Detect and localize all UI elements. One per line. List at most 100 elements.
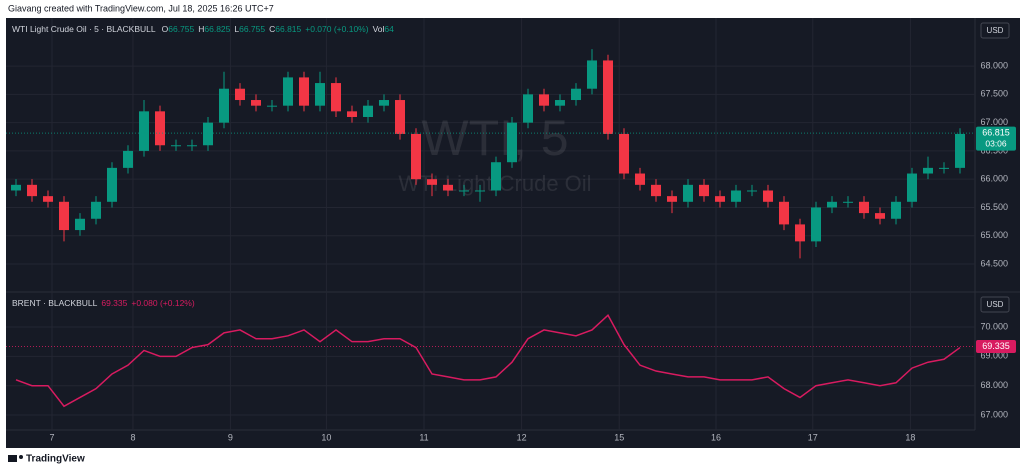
candle-body <box>731 190 741 202</box>
candle-body <box>411 133 421 180</box>
y-tick-label: 69.000 <box>980 351 1008 361</box>
candle-body <box>891 201 901 219</box>
candle-body <box>395 100 405 134</box>
candle-body <box>251 100 261 106</box>
candle-body <box>187 145 197 147</box>
legend: BRENT · BLACKBULL 69.335 +0.080 (+0.12%) <box>12 298 195 308</box>
price-line <box>15 314 961 408</box>
legend-ohlc-value: 66.815 <box>275 24 301 34</box>
candle-body <box>11 184 21 191</box>
currency: USD <box>987 26 1004 35</box>
candle-body <box>811 207 821 242</box>
candle-body <box>459 190 469 192</box>
chart-background <box>6 18 1020 448</box>
candle-body <box>587 60 597 89</box>
last-price-box <box>976 126 1016 151</box>
candle-body <box>955 133 965 168</box>
x-tick-label: 10 <box>321 432 331 442</box>
candle-body <box>75 218 85 231</box>
y-tick-label: 65.500 <box>980 202 1008 212</box>
legend-change: +0.070 (+0.10%) <box>305 24 368 34</box>
candle-body <box>299 77 309 106</box>
legend-volume-label: Vol <box>373 24 385 34</box>
y-tick-label: 67.000 <box>980 117 1008 127</box>
candle-body <box>619 133 629 174</box>
currency-box <box>980 22 1010 39</box>
x-tick-label: 7 <box>49 432 54 442</box>
y-tick-label: 66.000 <box>980 174 1008 184</box>
countdown: 03:06 <box>985 138 1007 148</box>
candle-body <box>123 150 133 168</box>
candle-body <box>443 184 453 191</box>
candle-body <box>91 201 101 219</box>
legend-ohlc-label: H <box>198 24 204 34</box>
x-tick-label: 17 <box>808 432 818 442</box>
legend: WTI Light Crude Oil · 5 · BLACKBULL O66.7… <box>12 24 394 34</box>
y-tick-label: 64.500 <box>980 258 1008 268</box>
watermark-symbol: WTI, 5 <box>421 110 568 166</box>
y-tick-label: 70.000 <box>980 321 1008 331</box>
legend-ohlc-label: C <box>269 24 275 34</box>
candle-body <box>763 190 773 202</box>
legend-ohlc-label: L <box>234 24 239 34</box>
legend-volume-value: 64 <box>384 24 394 34</box>
brand-logo: TradingView <box>8 454 85 465</box>
candle-body <box>555 100 565 106</box>
candle-body <box>43 196 53 202</box>
candle-body <box>827 201 837 208</box>
last-price-box <box>976 340 1016 354</box>
candle-body <box>59 201 69 231</box>
legend-change: +0.080 (+0.12%) <box>131 298 194 308</box>
x-tick-label: 9 <box>228 432 233 442</box>
candle-body <box>203 122 213 146</box>
candle-body <box>603 60 613 134</box>
x-tick-label: 8 <box>130 432 135 442</box>
candle-body <box>523 94 533 123</box>
candle-body <box>491 162 501 191</box>
y-tick-label: 68.000 <box>980 60 1008 70</box>
x-tick-label: 11 <box>419 432 428 442</box>
candle-body <box>715 196 725 202</box>
currency: USD <box>987 300 1004 309</box>
candle-body <box>155 111 165 146</box>
candle-body <box>939 167 949 169</box>
legend-ohlc-value: 66.825 <box>204 24 230 34</box>
currency-box <box>980 296 1010 313</box>
candle-body <box>651 184 661 197</box>
candle-body <box>379 100 389 106</box>
y-tick-label: 65.000 <box>980 230 1008 240</box>
attribution: Giavang created with TradingView.com, Ju… <box>8 3 274 13</box>
candle-body <box>27 184 37 197</box>
candle-body <box>683 184 693 202</box>
candle-body <box>219 88 229 123</box>
last-price-label: 69.335 <box>982 341 1010 351</box>
x-tick-label: 15 <box>614 432 624 442</box>
candle-body <box>283 77 293 106</box>
legend-last: 69.335 <box>101 298 127 308</box>
candle-body <box>923 167 933 174</box>
candle-body <box>539 94 549 106</box>
candle-body <box>139 111 149 151</box>
candle-body <box>779 201 789 225</box>
candle-body <box>747 190 757 192</box>
x-tick-label: 16 <box>711 432 721 442</box>
legend-ohlc-value: 66.755 <box>239 24 265 34</box>
candle-body <box>907 173 917 202</box>
candle-body <box>475 190 485 192</box>
candle-body <box>331 83 341 112</box>
candle-body <box>667 196 677 202</box>
candle-body <box>171 145 181 147</box>
candle-body <box>347 111 357 117</box>
candle-body <box>699 184 709 197</box>
candle-body <box>571 88 581 101</box>
y-tick-label: 67.000 <box>980 409 1008 419</box>
legend-title: BRENT · BLACKBULL <box>12 298 98 308</box>
candle-body <box>315 83 325 106</box>
y-tick-label: 68.000 <box>980 380 1008 390</box>
x-tick-label: 12 <box>517 432 527 442</box>
candle-body <box>363 105 373 117</box>
candle-body <box>843 201 853 203</box>
x-tick-label: 18 <box>905 432 915 442</box>
